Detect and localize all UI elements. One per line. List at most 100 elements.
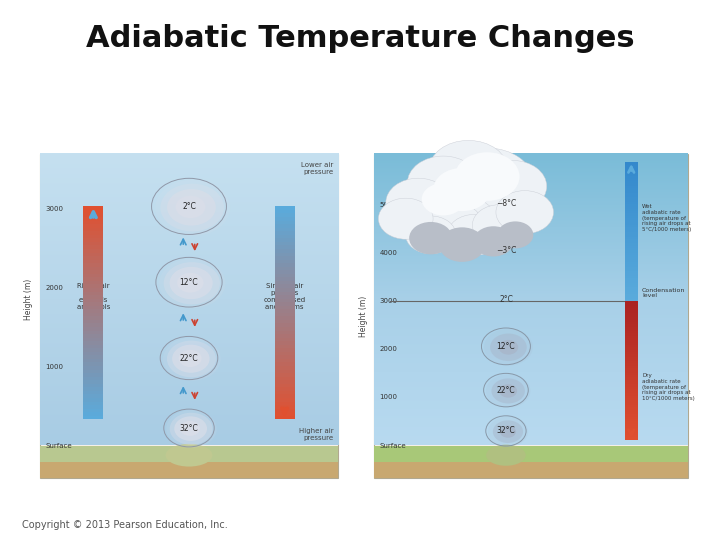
FancyBboxPatch shape — [84, 213, 104, 217]
FancyBboxPatch shape — [625, 178, 638, 181]
FancyBboxPatch shape — [274, 291, 294, 295]
FancyBboxPatch shape — [625, 361, 638, 363]
FancyBboxPatch shape — [625, 328, 638, 331]
FancyBboxPatch shape — [625, 352, 638, 354]
Circle shape — [166, 410, 217, 448]
Circle shape — [441, 148, 534, 218]
FancyBboxPatch shape — [274, 415, 294, 419]
Text: −3°C: −3°C — [496, 246, 516, 255]
Circle shape — [167, 189, 216, 226]
FancyBboxPatch shape — [625, 301, 638, 303]
Text: Sinking air
parcel s
compressed
and warms: Sinking air parcel s compressed and warm… — [264, 283, 306, 310]
FancyBboxPatch shape — [84, 234, 104, 238]
FancyBboxPatch shape — [274, 327, 294, 330]
FancyBboxPatch shape — [84, 312, 104, 316]
FancyBboxPatch shape — [625, 354, 638, 356]
FancyBboxPatch shape — [274, 352, 294, 355]
FancyBboxPatch shape — [84, 277, 104, 281]
FancyBboxPatch shape — [274, 319, 294, 323]
Text: 22°C: 22°C — [180, 354, 198, 362]
FancyBboxPatch shape — [625, 292, 638, 294]
FancyBboxPatch shape — [625, 211, 638, 213]
FancyBboxPatch shape — [625, 273, 638, 276]
Circle shape — [408, 156, 480, 210]
FancyBboxPatch shape — [625, 418, 638, 421]
FancyBboxPatch shape — [625, 208, 638, 211]
FancyBboxPatch shape — [625, 206, 638, 209]
FancyBboxPatch shape — [274, 248, 294, 253]
FancyBboxPatch shape — [625, 340, 638, 343]
FancyBboxPatch shape — [625, 247, 638, 251]
FancyBboxPatch shape — [84, 334, 104, 338]
Circle shape — [156, 180, 230, 236]
FancyBboxPatch shape — [625, 245, 638, 248]
FancyBboxPatch shape — [625, 192, 638, 195]
FancyBboxPatch shape — [625, 345, 638, 347]
Circle shape — [490, 334, 527, 361]
FancyBboxPatch shape — [625, 384, 638, 387]
FancyBboxPatch shape — [274, 404, 294, 409]
FancyBboxPatch shape — [625, 264, 638, 267]
FancyBboxPatch shape — [625, 430, 638, 433]
FancyBboxPatch shape — [625, 169, 638, 172]
Text: 32°C: 32°C — [497, 427, 516, 435]
Circle shape — [498, 221, 534, 248]
FancyBboxPatch shape — [84, 383, 104, 387]
FancyBboxPatch shape — [625, 227, 638, 229]
FancyBboxPatch shape — [84, 280, 104, 285]
FancyBboxPatch shape — [625, 379, 638, 382]
FancyBboxPatch shape — [625, 407, 638, 410]
FancyBboxPatch shape — [84, 298, 104, 302]
FancyBboxPatch shape — [274, 241, 294, 245]
FancyBboxPatch shape — [84, 330, 104, 334]
Circle shape — [395, 181, 479, 244]
Circle shape — [423, 202, 483, 248]
FancyBboxPatch shape — [625, 183, 638, 186]
FancyBboxPatch shape — [625, 176, 638, 179]
Text: 2000: 2000 — [45, 285, 63, 291]
FancyBboxPatch shape — [625, 215, 638, 218]
FancyBboxPatch shape — [274, 210, 294, 213]
FancyBboxPatch shape — [625, 238, 638, 241]
FancyBboxPatch shape — [84, 404, 104, 409]
FancyBboxPatch shape — [625, 411, 638, 414]
FancyBboxPatch shape — [84, 241, 104, 245]
FancyBboxPatch shape — [625, 201, 638, 204]
FancyBboxPatch shape — [625, 250, 638, 253]
Circle shape — [177, 273, 204, 293]
FancyBboxPatch shape — [274, 217, 294, 220]
FancyBboxPatch shape — [625, 409, 638, 412]
FancyBboxPatch shape — [625, 377, 638, 380]
Text: Height (m): Height (m) — [24, 279, 33, 320]
FancyBboxPatch shape — [84, 366, 104, 369]
Circle shape — [159, 259, 225, 308]
FancyBboxPatch shape — [625, 426, 638, 428]
FancyBboxPatch shape — [625, 333, 638, 336]
FancyBboxPatch shape — [625, 252, 638, 255]
Circle shape — [170, 413, 212, 445]
FancyBboxPatch shape — [84, 337, 104, 341]
FancyBboxPatch shape — [625, 266, 638, 269]
FancyBboxPatch shape — [274, 206, 294, 210]
FancyBboxPatch shape — [625, 308, 638, 310]
FancyBboxPatch shape — [274, 334, 294, 338]
FancyBboxPatch shape — [625, 241, 638, 244]
FancyBboxPatch shape — [84, 390, 104, 394]
Text: 5000: 5000 — [379, 202, 397, 208]
FancyBboxPatch shape — [274, 330, 294, 334]
FancyBboxPatch shape — [625, 296, 638, 299]
FancyBboxPatch shape — [84, 262, 104, 267]
FancyBboxPatch shape — [84, 269, 104, 274]
FancyBboxPatch shape — [625, 199, 638, 202]
FancyBboxPatch shape — [274, 387, 294, 391]
FancyBboxPatch shape — [625, 414, 638, 416]
Circle shape — [170, 267, 212, 299]
FancyBboxPatch shape — [625, 261, 638, 264]
FancyBboxPatch shape — [84, 245, 104, 249]
FancyBboxPatch shape — [274, 234, 294, 238]
FancyBboxPatch shape — [274, 390, 294, 394]
Text: 12°C: 12°C — [497, 342, 516, 351]
FancyBboxPatch shape — [84, 352, 104, 355]
Circle shape — [422, 183, 465, 215]
Circle shape — [493, 420, 523, 443]
